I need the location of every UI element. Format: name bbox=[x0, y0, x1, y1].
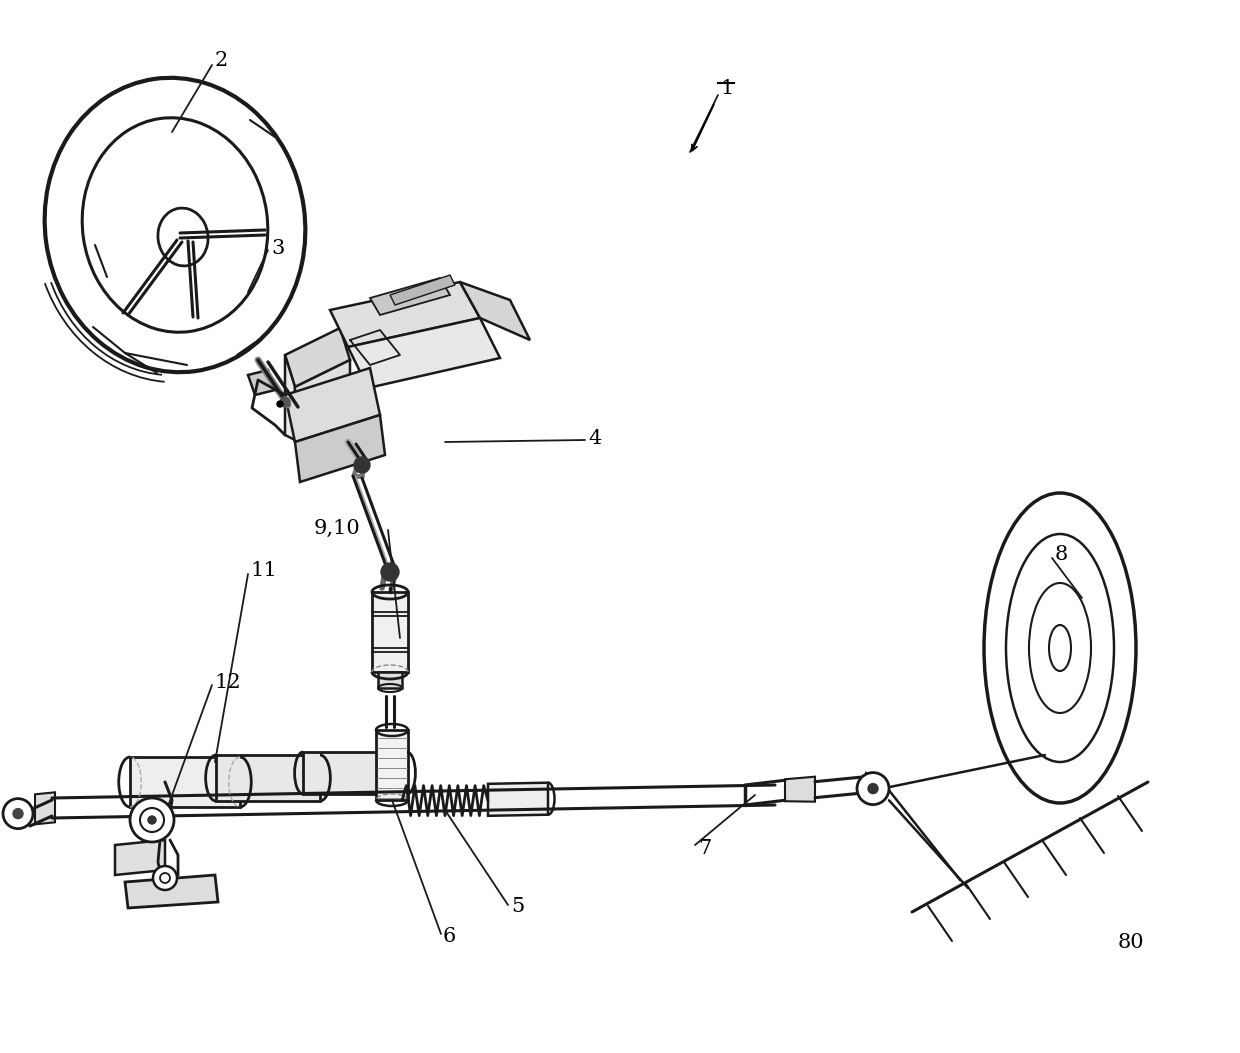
Polygon shape bbox=[115, 840, 165, 875]
Circle shape bbox=[130, 798, 174, 842]
Polygon shape bbox=[125, 875, 218, 908]
Text: 7: 7 bbox=[698, 838, 712, 857]
Circle shape bbox=[280, 397, 290, 408]
Text: 11: 11 bbox=[250, 561, 277, 580]
Polygon shape bbox=[295, 415, 384, 482]
Text: 1: 1 bbox=[720, 79, 733, 98]
Circle shape bbox=[353, 457, 370, 473]
Polygon shape bbox=[330, 282, 480, 347]
Circle shape bbox=[148, 816, 156, 824]
Text: 5: 5 bbox=[511, 897, 525, 916]
Text: 2: 2 bbox=[215, 52, 228, 71]
Circle shape bbox=[153, 866, 177, 890]
Circle shape bbox=[160, 873, 170, 883]
Circle shape bbox=[140, 808, 164, 832]
Polygon shape bbox=[370, 278, 450, 315]
Text: 12: 12 bbox=[215, 673, 241, 692]
Text: 6: 6 bbox=[443, 927, 456, 946]
Polygon shape bbox=[285, 327, 350, 388]
Circle shape bbox=[2, 798, 33, 829]
Text: 3: 3 bbox=[272, 238, 284, 258]
Circle shape bbox=[868, 783, 878, 794]
Polygon shape bbox=[285, 355, 295, 440]
Text: 9,10: 9,10 bbox=[314, 518, 360, 537]
Polygon shape bbox=[35, 792, 55, 824]
Text: 8: 8 bbox=[1055, 545, 1068, 564]
Polygon shape bbox=[303, 752, 407, 794]
Polygon shape bbox=[285, 367, 379, 442]
Polygon shape bbox=[376, 730, 408, 800]
Polygon shape bbox=[295, 360, 350, 440]
Circle shape bbox=[857, 773, 889, 804]
Polygon shape bbox=[216, 755, 320, 801]
Text: 80: 80 bbox=[1118, 933, 1145, 952]
Polygon shape bbox=[378, 672, 402, 688]
Polygon shape bbox=[391, 275, 455, 305]
Circle shape bbox=[381, 563, 399, 581]
Text: 4: 4 bbox=[588, 429, 601, 448]
Polygon shape bbox=[460, 282, 529, 340]
Polygon shape bbox=[489, 782, 548, 816]
Polygon shape bbox=[372, 592, 408, 672]
Polygon shape bbox=[130, 757, 241, 807]
Polygon shape bbox=[348, 318, 500, 388]
Circle shape bbox=[12, 809, 24, 818]
Polygon shape bbox=[785, 777, 815, 801]
Polygon shape bbox=[248, 370, 275, 395]
Circle shape bbox=[277, 401, 283, 408]
